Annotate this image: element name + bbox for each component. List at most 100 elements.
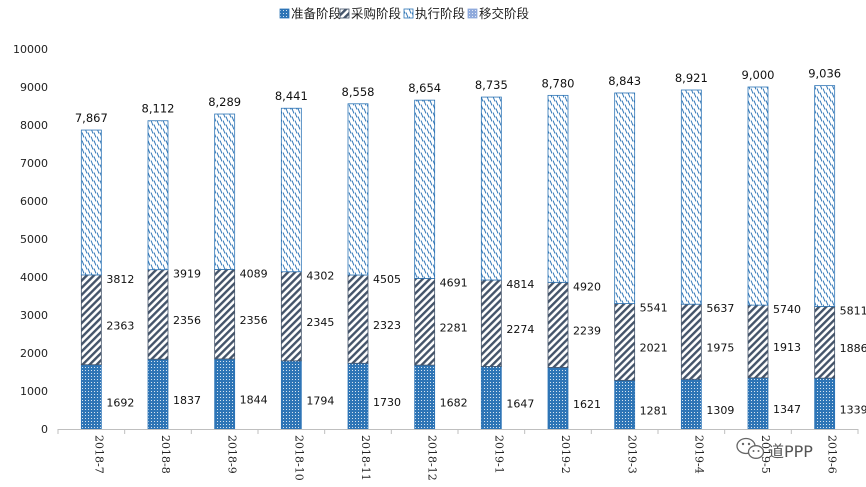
bar-segment xyxy=(147,120,169,271)
x-tick-label: 2018-12 xyxy=(426,435,439,481)
total-label: 9,036 xyxy=(808,67,841,81)
bar-segment xyxy=(814,377,836,430)
data-label: 2239 xyxy=(573,325,601,338)
data-label: 3812 xyxy=(106,273,134,286)
bar-segment xyxy=(80,274,102,366)
bar-segment xyxy=(347,362,369,430)
bar-segment xyxy=(614,303,636,381)
legend-item: 准备阶段 xyxy=(279,6,341,21)
x-axis: 2018-7 2018-8 2018-9 2018-10 2018-11 2018-12 2… xyxy=(57,429,859,481)
y-tick-label: 7000 xyxy=(20,157,48,170)
bar-segment xyxy=(214,113,236,270)
bar-segment xyxy=(147,358,169,430)
data-label: 4920 xyxy=(573,280,601,293)
bar-segment xyxy=(80,129,102,276)
data-label: 1281 xyxy=(640,404,668,417)
data-label: 1975 xyxy=(706,341,734,354)
legend: 准备阶段 采购阶段 执行阶段 移交阶段 xyxy=(279,6,529,21)
x-tick-label: 2018-10 xyxy=(292,435,305,481)
bars: 1692 2363 3812 7,867 1837 2356 3919 8,112 1844 23… xyxy=(75,67,866,430)
watermark: 道PPP xyxy=(736,437,813,461)
x-tick-label: 2018-8 xyxy=(159,435,172,474)
data-label: 5740 xyxy=(773,303,801,316)
bar-segment xyxy=(80,364,102,430)
data-label: 2363 xyxy=(106,320,134,333)
bar-stack: 1347 1913 5740 9,000 xyxy=(742,68,801,430)
bar-stack: 1621 2239 4920 8,780 xyxy=(542,76,601,430)
total-label: 8,112 xyxy=(142,102,175,116)
y-axis: 0 1000 2000 3000 4000 5000 6000 7000 8000 9000 100… xyxy=(13,43,48,436)
bar-segment xyxy=(280,271,302,362)
bar-segment xyxy=(614,379,636,430)
y-tick-label: 5000 xyxy=(20,233,48,246)
bar-stack: 1794 2345 4302 8,441 xyxy=(275,89,334,430)
bar-segment xyxy=(747,304,769,379)
x-tick-label: 2019-5 xyxy=(759,435,772,474)
legend-item: 采购阶段 xyxy=(339,6,401,21)
total-label: 8,843 xyxy=(608,74,641,88)
data-label: 1621 xyxy=(573,398,601,411)
data-label: 2323 xyxy=(373,319,401,332)
bar-segment xyxy=(347,103,369,276)
y-tick-label: 0 xyxy=(41,423,48,436)
bar-segment xyxy=(814,306,836,379)
bar-segment xyxy=(547,367,569,430)
y-tick-label: 4000 xyxy=(20,271,48,284)
bar-segment xyxy=(547,94,569,283)
total-label: 8,921 xyxy=(675,71,708,85)
data-label: 1886 xyxy=(840,342,866,355)
legend-swatch xyxy=(467,8,478,19)
legend-swatch xyxy=(339,8,350,19)
bar-segment xyxy=(747,377,769,430)
data-label: 1692 xyxy=(106,397,134,410)
y-tick-label: 8000 xyxy=(20,119,48,132)
bar-stack: 1837 2356 3919 8,112 xyxy=(142,102,201,430)
bar-segment xyxy=(680,303,702,380)
x-tick-label: 2018-7 xyxy=(92,435,105,474)
bar-stack: 1647 2274 4814 8,735 xyxy=(475,78,534,430)
y-tick-label: 6000 xyxy=(20,195,48,208)
x-tick-label: 2019-6 xyxy=(826,435,839,474)
legend-item: 移交阶段 xyxy=(467,6,529,21)
bar-segment xyxy=(414,278,436,366)
total-label: 8,654 xyxy=(408,81,441,95)
bar-stack: 1692 2363 3812 7,867 xyxy=(75,111,134,430)
data-label: 1844 xyxy=(240,394,268,407)
y-tick-label: 3000 xyxy=(20,309,48,322)
legend-label: 准备阶段 xyxy=(291,6,341,21)
y-tick-label: 2000 xyxy=(20,347,48,360)
bar-segment xyxy=(614,92,636,304)
data-label: 1730 xyxy=(373,396,401,409)
bar-segment xyxy=(480,96,502,281)
total-label: 9,000 xyxy=(742,68,775,82)
data-label: 5637 xyxy=(706,302,734,315)
bar-segment xyxy=(414,364,436,430)
data-label: 5541 xyxy=(640,302,668,315)
x-tick-label: 2019-2 xyxy=(559,435,572,474)
legend-label: 采购阶段 xyxy=(351,6,401,21)
bar-segment xyxy=(680,89,702,305)
bar-stack: 1682 2281 4691 8,654 xyxy=(408,81,468,430)
x-tick-label: 2018-11 xyxy=(359,435,372,481)
bar-stack: 1730 2323 4505 8,558 xyxy=(342,85,401,430)
y-tick-label: 9000 xyxy=(20,81,48,94)
data-label: 1837 xyxy=(173,394,201,407)
data-label: 1339 xyxy=(840,403,866,416)
bar-segment xyxy=(814,85,836,307)
wechat-icon xyxy=(736,437,765,459)
bar-segment xyxy=(480,279,502,367)
data-label: 1309 xyxy=(706,404,734,417)
bar-segment xyxy=(347,274,369,364)
total-label: 8,780 xyxy=(542,76,575,90)
bar-segment xyxy=(280,107,302,273)
x-tick-label: 2018-9 xyxy=(226,435,239,474)
total-label: 8,441 xyxy=(275,89,308,103)
bar-stack: 1844 2356 4089 8,289 xyxy=(208,95,268,430)
legend-swatch xyxy=(403,8,414,19)
data-label: 2356 xyxy=(240,314,268,327)
data-label: 4302 xyxy=(306,270,334,283)
x-tick-label: 2019-1 xyxy=(492,435,505,474)
data-label: 1682 xyxy=(440,397,468,410)
data-label: 2281 xyxy=(440,321,468,334)
data-label: 5811 xyxy=(840,304,866,317)
